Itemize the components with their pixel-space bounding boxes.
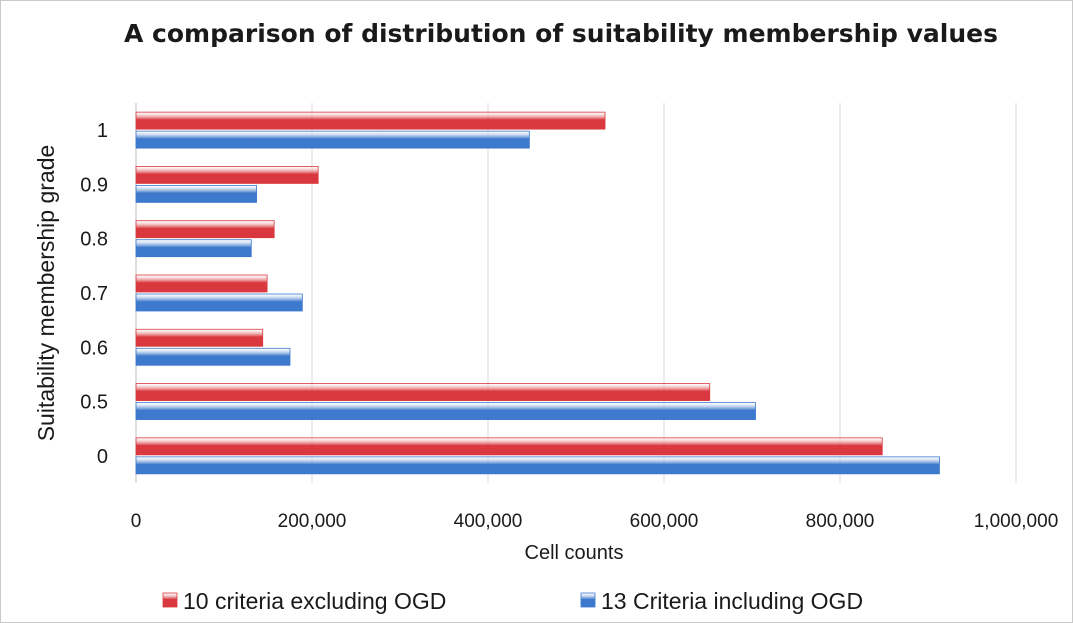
bar-including-ogd — [135, 239, 252, 258]
bar-excluding-ogd — [135, 383, 711, 401]
legend-swatch — [580, 592, 596, 608]
bar-including-ogd — [135, 402, 756, 420]
bar-excluding-ogd — [135, 437, 883, 456]
bar-including-ogd — [135, 130, 530, 149]
bar-excluding-ogd — [135, 111, 606, 130]
bar-excluding-ogd — [135, 220, 275, 239]
legend-label: 13 Criteria including OGD — [601, 588, 863, 614]
bar-including-ogd — [135, 185, 257, 203]
bar-including-ogd — [135, 293, 303, 312]
x-tick-label: 200,000 — [278, 511, 347, 532]
y-tick-label: 0.7 — [80, 283, 108, 305]
bar-excluding-ogd — [135, 166, 319, 184]
chart-title: A comparison of distribution of suitabil… — [124, 19, 998, 48]
bar-including-ogd — [135, 347, 291, 366]
y-axis-title: Suitability membership grade — [33, 145, 59, 442]
x-tick-label: 0 — [131, 511, 142, 532]
y-tick-label: 1 — [97, 120, 108, 142]
y-tick-label: 0.5 — [80, 392, 108, 414]
bar-excluding-ogd — [135, 328, 264, 347]
bar-excluding-ogd — [135, 274, 268, 293]
legend-label: 10 criteria excluding OGD — [183, 588, 446, 614]
y-tick-label: 0.6 — [80, 337, 108, 359]
x-tick-label: 800,000 — [806, 511, 875, 532]
x-tick-label: 400,000 — [454, 511, 523, 532]
y-tick-label: 0.8 — [80, 229, 108, 251]
y-tick-label: 0 — [97, 446, 108, 468]
bar-including-ogd — [135, 456, 940, 475]
x-axis-title: Cell counts — [525, 542, 624, 564]
x-tick-label: 1,000,000 — [974, 511, 1059, 532]
legend-swatch — [162, 592, 178, 608]
x-tick-label: 600,000 — [630, 511, 699, 532]
y-tick-label: 0.9 — [80, 174, 108, 196]
